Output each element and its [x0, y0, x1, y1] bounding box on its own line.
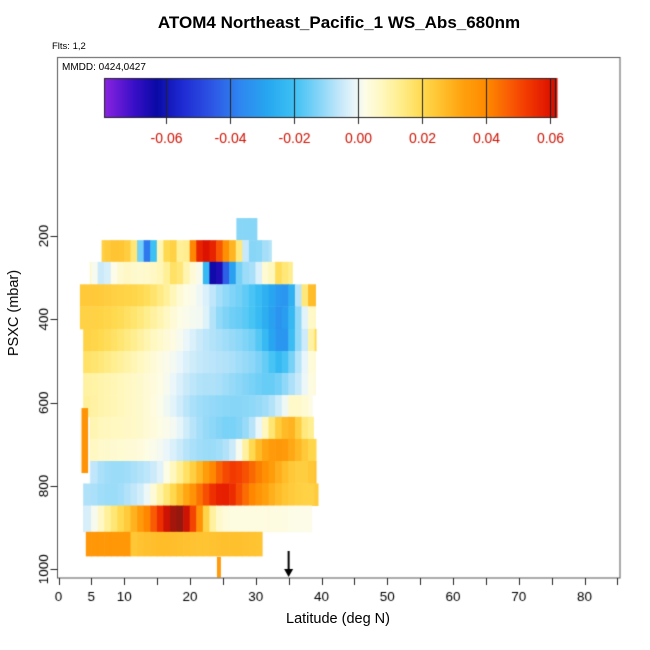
y-axis-title: PSXC (mbar) [6, 269, 22, 357]
x-axis-title: Latitude (deg N) [286, 611, 390, 627]
plot-title: ATOM4 Northeast_Pacific_1 WS_Abs_680nm [157, 13, 521, 32]
mmdd-annotation: MMDD: 0424,0427 [62, 62, 146, 73]
flights-annotation: Flts: 1,2 [52, 41, 86, 52]
